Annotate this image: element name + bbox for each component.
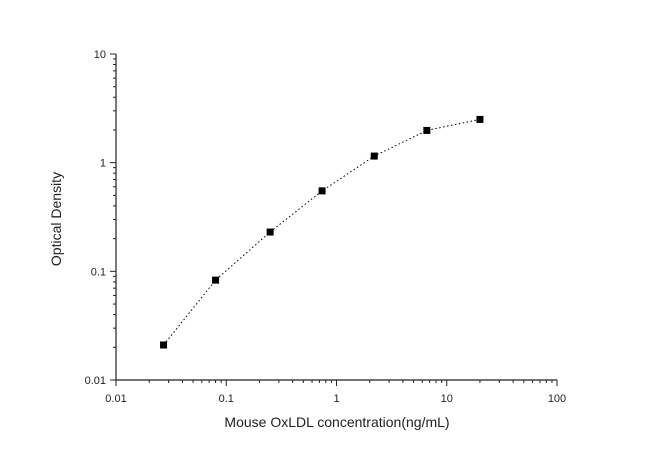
data-point [160,341,168,349]
x-tick-label: 100 [548,393,566,405]
series-line [163,118,481,346]
data-point [370,152,378,160]
x-tick-label: 1 [333,393,339,405]
axes [115,54,557,381]
y-axis-label: Optical Density [48,172,64,266]
data-point [266,228,274,236]
y-axis-ticks: 0.01 0.1 1 10 [85,49,116,387]
y-tick-label: 10 [94,49,106,61]
x-tick-label: 10 [441,393,453,405]
data-point [423,126,431,134]
x-axis-ticks: 0.01 0.1 1 10 100 [105,380,566,405]
x-axis-label: Mouse OxLDL concentration(ng/mL) [224,414,449,430]
data-series [160,115,484,349]
data-point [212,276,220,284]
x-tick-label: 0.01 [105,393,126,405]
x-tick-label: 0.1 [219,393,234,405]
y-tick-label: 0.01 [85,375,106,387]
y-tick-label: 0.1 [91,266,106,278]
data-point [476,115,484,123]
data-point [318,187,326,195]
y-tick-label: 1 [100,158,106,170]
